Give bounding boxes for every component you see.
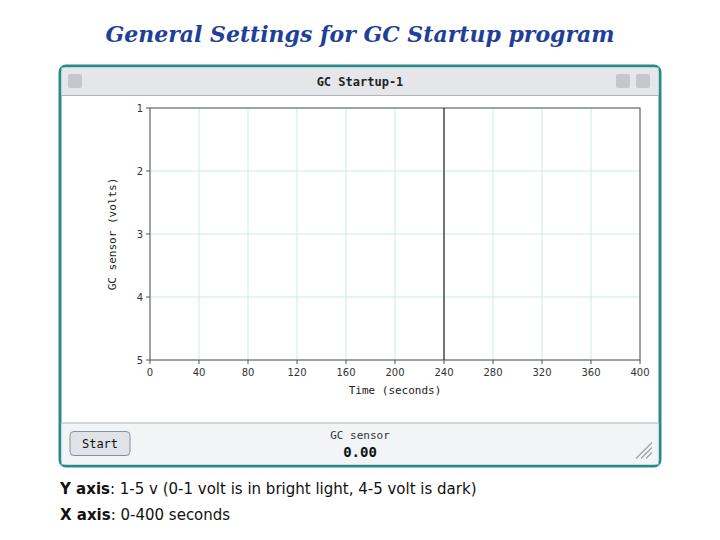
x-tick-label: 120: [287, 367, 306, 378]
y-grid-line: [150, 171, 640, 172]
y-tick: [146, 171, 150, 172]
y-tick: [146, 297, 150, 298]
y-tick-label: 3: [137, 229, 143, 240]
plot-background: [150, 108, 640, 360]
plot-frame: [150, 108, 640, 360]
window-frame: [60, 66, 660, 466]
title: General Settings for GC Startup program: [105, 21, 614, 47]
annotation-text: : 1-5 v (0-1 volt is in bright light, 4-…: [110, 480, 477, 498]
annotation-head: Y axis: [59, 480, 110, 498]
y-tick: [146, 360, 150, 361]
x-tick-label: 320: [532, 367, 551, 378]
x-tick: [591, 360, 592, 364]
axes: 0 40 80 120 160 200 240 280 320 360 400 1 2 3 4 5: [137, 103, 650, 379]
x-tick-label: 0: [147, 367, 153, 378]
y-axis-label: GC sensor (volts): [106, 178, 119, 291]
x-tick: [297, 360, 298, 364]
start-button[interactable]: Start: [70, 432, 130, 456]
resize-grip-line: [641, 448, 652, 459]
x-tick: [150, 360, 151, 364]
x-tick-label: 400: [630, 367, 649, 378]
x-tick: [346, 360, 347, 364]
x-tick-label: 200: [385, 367, 404, 378]
y-grid-line: [150, 297, 640, 298]
start-button-box[interactable]: [70, 432, 130, 456]
y-tick: [146, 234, 150, 235]
marks: [444, 108, 445, 360]
status-bar: [62, 423, 659, 465]
sensor-value: 0.00: [343, 444, 377, 460]
y-tick-label: 2: [137, 166, 143, 177]
x-tick: [493, 360, 494, 364]
resize-grip-line: [636, 443, 652, 459]
x-tick-label: 240: [434, 367, 453, 378]
window-button[interactable]: [636, 74, 650, 88]
x-tick: [444, 360, 445, 364]
window-titlebar: [62, 68, 659, 96]
x-tick: [248, 360, 249, 364]
y-tick: [146, 108, 150, 109]
window-icon: [68, 74, 82, 88]
cursor-line: [443, 108, 444, 360]
status-divider: [62, 423, 659, 424]
x-tick: [542, 360, 543, 364]
sensor-label: GC sensor: [330, 429, 390, 442]
resize-grip: [636, 443, 652, 459]
chart: General Settings for GC Startup program G…: [0, 0, 720, 540]
x-tick: [640, 360, 641, 364]
annotation: Y axis: 1-5 v (0-1 volt is in bright lig…: [59, 480, 477, 498]
grid: [150, 108, 640, 360]
x-axis-label: Time (seconds): [349, 384, 442, 397]
titlebar-divider: [62, 95, 659, 96]
x-tick: [395, 360, 396, 364]
annotation-head: X axis: [60, 506, 111, 524]
y-grid-line: [150, 234, 640, 235]
x-tick-label: 160: [336, 367, 355, 378]
start-button-label[interactable]: Start: [82, 437, 118, 451]
annotation-text: : 0-400 seconds: [111, 506, 231, 524]
annotation: X axis: 0-400 seconds: [60, 506, 230, 524]
x-tick-label: 360: [581, 367, 600, 378]
x-grid-line: [444, 108, 445, 360]
window-button[interactable]: [616, 74, 630, 88]
x-tick: [199, 360, 200, 364]
y-tick-label: 5: [137, 355, 143, 366]
x-tick-label: 40: [193, 367, 206, 378]
window-title: GC Startup-1: [317, 75, 404, 89]
y-tick-label: 1: [137, 103, 143, 114]
y-tick-label: 4: [137, 292, 143, 303]
x-tick-label: 80: [242, 367, 255, 378]
x-tick-label: 280: [483, 367, 502, 378]
